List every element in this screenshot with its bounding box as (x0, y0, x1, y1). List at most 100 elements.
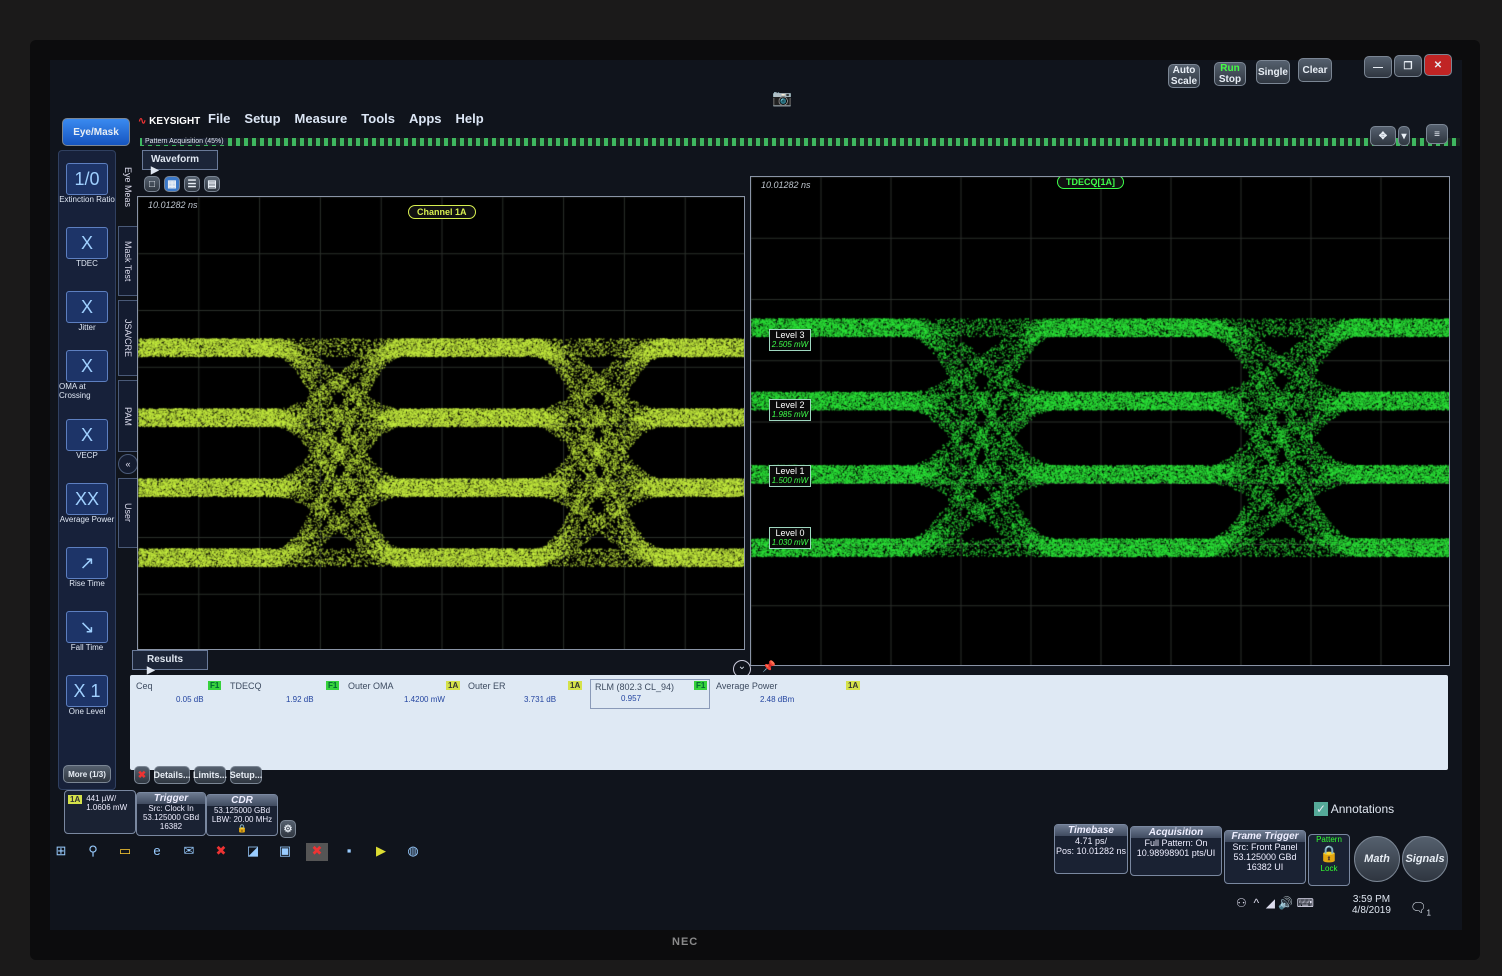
result-item[interactable]: Average Power 2.48 dBm (716, 681, 777, 691)
tab-mask-test[interactable]: Mask Test (118, 226, 138, 296)
math-button[interactable]: Math (1354, 836, 1400, 882)
pattern-lock-status[interactable]: Pattern 🔒 Lock (1308, 834, 1350, 886)
menu-measure[interactable]: Measure (295, 111, 348, 126)
more-button[interactable]: More (1/3) (63, 765, 111, 783)
sidebar-item[interactable]: X VECP (59, 407, 115, 471)
minimize-button[interactable]: — (1364, 56, 1392, 78)
run-stop-button[interactable]: Run Stop (1214, 62, 1246, 86)
sidebar-item-label: Extinction Ratio (59, 195, 115, 204)
menu-apps[interactable]: Apps (409, 111, 442, 126)
pan-icon[interactable]: ✥ (1370, 126, 1396, 146)
lock-icon: 🔒 (1309, 844, 1349, 864)
edge-icon[interactable]: e (146, 843, 168, 861)
menu-help[interactable]: Help (455, 111, 483, 126)
limits-button[interactable]: Limits... (194, 766, 226, 784)
layout-stacked-icon[interactable]: ☰ (184, 176, 200, 192)
source-badge: 1A (568, 681, 582, 690)
sidebar-item[interactable]: X 1 One Level (59, 663, 115, 727)
tab-eye-meas[interactable]: Eye Meas (118, 152, 138, 222)
acquisition-status[interactable]: Acquisition Full Pattern: On 10.98998901 p… (1130, 826, 1222, 876)
keyboard-icon[interactable]: ⌨ (1297, 896, 1314, 910)
window-icon[interactable]: ▪ (338, 843, 360, 861)
people-icon[interactable]: ⚇ (1236, 896, 1247, 910)
channel-1a-eye-plot[interactable]: 10.01282 ns Channel 1A (137, 196, 745, 650)
trigger-status[interactable]: Trigger Src: Clock In 53.125000 GBd 16382 (136, 792, 206, 836)
app-icon[interactable]: ◪ (242, 843, 264, 861)
result-item[interactable]: RLM (802.3 CL_94) 0.957 (590, 679, 710, 709)
hamburger-menu-icon[interactable]: ≡ (1426, 124, 1448, 144)
dropdown-icon[interactable]: ▾ (1398, 126, 1410, 146)
layout-single-icon[interactable]: □ (144, 176, 160, 192)
app-icon[interactable]: ▶ (370, 843, 392, 861)
tab-user[interactable]: User (118, 478, 138, 548)
settings-gear-icon[interactable]: ⚙ (280, 820, 296, 838)
pin-icon[interactable]: 📌 (762, 660, 776, 673)
results-tab[interactable]: Results ▶ (132, 650, 208, 670)
auto-scale-button[interactable]: Auto Scale (1168, 64, 1200, 88)
outlook-icon[interactable]: ✉ (178, 843, 200, 861)
result-item[interactable]: Ceq 0.05 dB (136, 681, 153, 691)
clear-button[interactable]: Clear (1298, 58, 1332, 82)
sidebar-item[interactable]: 1/0 Extinction Ratio (59, 151, 115, 215)
notifications-icon[interactable]: 🗨1 (1410, 900, 1431, 918)
play-icon[interactable]: ▶ (151, 165, 159, 176)
sidebar-item[interactable]: XX Average Power (59, 471, 115, 535)
start-icon[interactable]: ⊞ (50, 843, 72, 861)
file-explorer-icon[interactable]: ▭ (114, 843, 136, 861)
annotations-toggle[interactable]: ✓ Annotations (1314, 802, 1394, 816)
sidebar-item[interactable]: X TDEC (59, 215, 115, 279)
browser-icon[interactable]: ◍ (402, 843, 424, 861)
lock-icon: 🔒 (237, 824, 247, 833)
delete-icon[interactable]: ✖ (134, 766, 150, 784)
menu-file[interactable]: File (208, 111, 230, 126)
eye-mask-mode-button[interactable]: Eye/Mask (62, 118, 130, 146)
sidebar-item[interactable]: ↗ Rise Time (59, 535, 115, 599)
layout-grid-icon[interactable]: ▦ (164, 176, 180, 192)
menu-tools[interactable]: Tools (361, 111, 395, 126)
single-button[interactable]: Single (1256, 60, 1290, 84)
restore-button[interactable]: ❐ (1394, 55, 1422, 77)
signals-button[interactable]: Signals (1402, 836, 1448, 882)
network-icon[interactable]: ◢ (1266, 896, 1275, 910)
clock[interactable]: 3:59 PM 4/8/2019 (1352, 894, 1391, 916)
pattern-bar (140, 138, 1460, 146)
result-item[interactable]: TDECQ 1.92 dB (230, 681, 262, 691)
result-name: RLM (802.3 CL_94) (595, 682, 674, 692)
checkbox-icon[interactable]: ✓ (1314, 802, 1328, 816)
source-badge: 1A (846, 681, 860, 690)
timestamp: 10.01282 ns (761, 180, 811, 190)
monitor-brand: NEC (672, 936, 698, 948)
result-item[interactable]: Outer OMA 1.4200 mW (348, 681, 394, 691)
frame-trigger-status[interactable]: Frame Trigger Src: Front Panel 53.125000 G… (1224, 830, 1306, 884)
search-icon[interactable]: ⚲ (82, 843, 104, 861)
collapse-tabs-icon[interactable]: « (118, 454, 138, 474)
layout-tiled-icon[interactable]: ▤ (204, 176, 220, 192)
timebase-status[interactable]: Timebase 4.71 ps/Pos: 10.01282 ns (1054, 824, 1128, 874)
result-item[interactable]: Outer ER 3.731 dB (468, 681, 506, 691)
app-icon[interactable]: ✖ (210, 843, 232, 861)
volume-icon[interactable]: 🔊 (1278, 896, 1293, 910)
chevron-up-icon[interactable]: ^ (1253, 896, 1259, 910)
tab-jsa-cre[interactable]: JSA/CRE (118, 300, 138, 376)
details-button[interactable]: Details... (154, 766, 190, 784)
result-name: Average Power (716, 681, 777, 691)
waveform-tab[interactable]: Waveform ▶ (142, 150, 218, 170)
source-badge: 1A (446, 681, 460, 690)
sidebar-item[interactable]: X OMA at Crossing (59, 343, 115, 407)
level-0-marker: Level 0 1.030 mW (769, 527, 811, 549)
close-button[interactable]: ✕ (1424, 54, 1452, 76)
results-buttons: ✖ Details... Limits... Setup... (134, 766, 262, 784)
terminal-icon[interactable]: ▣ (274, 843, 296, 861)
sidebar-item[interactable]: ↘ Fall Time (59, 599, 115, 663)
tab-pam[interactable]: PAM (118, 380, 138, 452)
setup-button[interactable]: Setup... (230, 766, 262, 784)
menu-setup[interactable]: Setup (244, 111, 280, 126)
channel-1a-status[interactable]: 1A 441 µW/1.0606 mW (64, 790, 136, 834)
keysight-app-icon[interactable]: ✖ (306, 843, 328, 861)
source-badge: F1 (694, 681, 707, 690)
sidebar-item[interactable]: X Jitter (59, 279, 115, 343)
eye-diagram-canvas (751, 177, 1450, 666)
camera-icon[interactable]: 📷 (772, 88, 792, 108)
cdr-status[interactable]: CDR 53.125000 GBd LBW: 20.00 MHz 🔒 (206, 794, 278, 836)
tdecq-eye-plot[interactable]: 10.01282 ns TDECQ[1A] Level 3 2.505 mW Le… (750, 176, 1450, 666)
